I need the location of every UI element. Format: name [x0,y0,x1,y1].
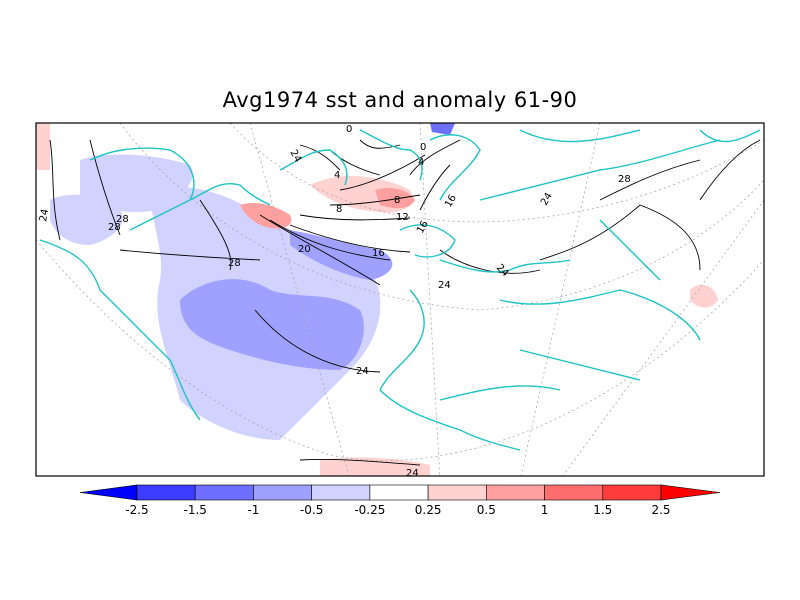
anomaly-negative-north [80,154,193,212]
colorbar-box [602,484,662,501]
colorbar-tick-label: 0.25 [415,503,442,517]
anomaly-positive-east [690,284,718,308]
colorbar-tick-label: 0.5 [477,503,496,517]
contour-label: 28 [618,174,631,185]
anomaly-negative-west [50,194,123,245]
anomaly-positive-labrador [240,203,292,229]
contour-label: 8 [336,204,342,215]
coastlines [39,129,761,451]
colorbar-right-arrow-icon [660,484,721,501]
contour-label: 24 [406,468,419,479]
contour-label: 4 [418,157,424,168]
contour-label: 24 [38,208,51,222]
graticule [36,123,764,476]
anomaly-positive-norway-core [375,188,415,209]
colorbar-tick-label: -1.5 [184,503,207,517]
contour-label: 20 [298,244,311,255]
colorbar-tick-label: 1 [541,503,549,517]
colorbar-tick-label: 2.5 [651,503,670,517]
colorbar [79,484,721,501]
contour-label: 12 [396,212,409,223]
colorbar-left-arrow-icon [79,484,138,501]
contour-label: 24 [438,280,451,291]
contour-label: 28 [108,222,121,233]
colorbar-tick-label: -0.25 [354,503,385,517]
anomaly-negative-arctic [430,123,455,135]
colorbar-box [544,484,604,501]
anomaly-positive-nw [36,123,50,170]
colorbar-box [427,484,487,501]
contour-label: 0 [420,142,426,153]
sst-contours [49,139,761,466]
colorbar-tick-label: 1.5 [593,503,612,517]
contour-label: 28 [116,214,129,225]
contour-labels: 24 28 28 28 20 16 12 8 8 4 4 0 0 24 16 1… [38,124,631,479]
colorbar-labels: -2.5 -1.5 -1 -0.5 -0.25 0.25 0.5 1 1.5 2.5 [125,503,670,517]
contour-label: 24 [356,366,369,377]
contour-label: 4 [334,170,340,181]
anomaly-negative-atlantic-core [180,279,364,370]
colorbar-box [253,484,312,501]
contour-label: 16 [372,248,385,259]
map-title: Avg1974 sst and anomaly 61-90 [222,88,578,112]
colorbar-tick-label: -0.5 [300,503,323,517]
contour-label: 8 [394,195,400,206]
colorbar-box [369,484,429,501]
colorbar-box [136,484,196,501]
colorbar-box [486,484,545,501]
colorbar-box [311,484,371,501]
colorbar-tick-label: -2.5 [125,503,148,517]
map-frame [35,122,765,477]
contour-label: 0 [346,124,352,135]
colorbar-box [194,484,254,501]
contour-label: 28 [228,258,241,269]
colorbar-tick-label: -1 [247,503,259,517]
